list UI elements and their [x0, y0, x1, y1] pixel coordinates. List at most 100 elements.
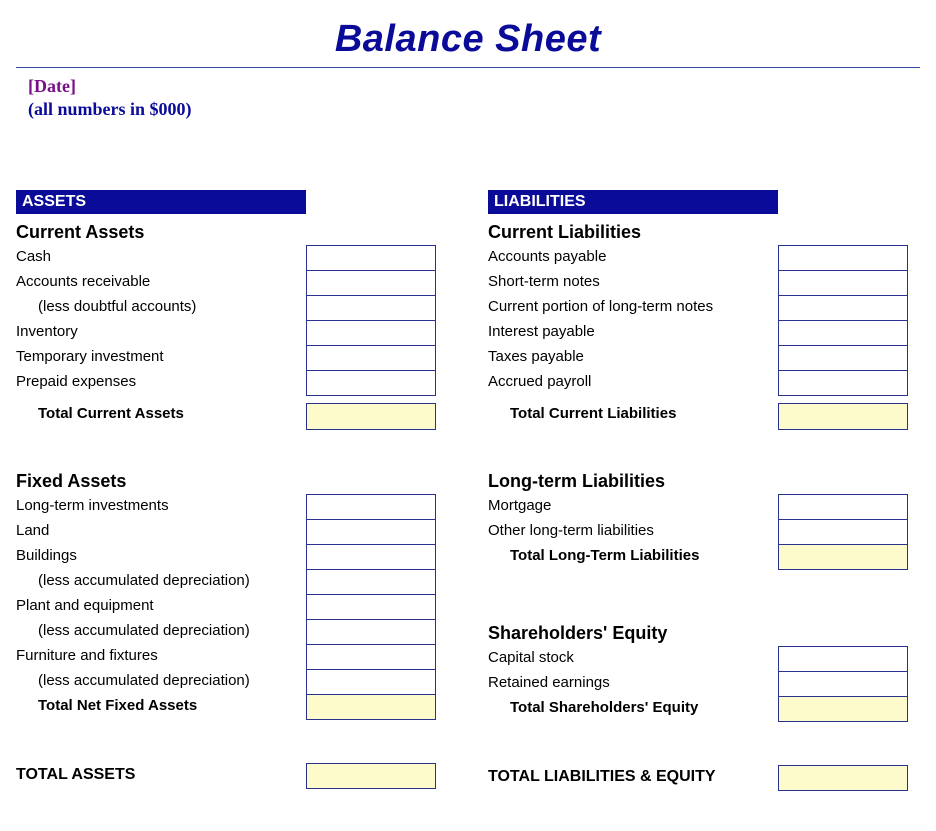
row-total-shareholders-equity: Total Shareholders' Equity: [488, 696, 928, 721]
label-furniture-dep: (less accumulated depreciation): [16, 669, 306, 694]
cell-accounts-receivable[interactable]: [306, 270, 436, 296]
label-total-liabilities-equity: TOTAL LIABILITIES & EQUITY: [488, 765, 778, 791]
cell-total-shareholders-equity: [778, 696, 908, 722]
row-retained-earnings: Retained earnings: [488, 671, 928, 696]
row-inventory: Inventory: [16, 320, 456, 345]
cell-accrued-payroll[interactable]: [778, 370, 908, 396]
cell-furniture-dep[interactable]: [306, 669, 436, 695]
label-short-term-notes: Short-term notes: [488, 270, 778, 295]
row-land: Land: [16, 519, 456, 544]
label-total-current-liabilities: Total Current Liabilities: [488, 395, 778, 429]
cell-interest-payable[interactable]: [778, 320, 908, 346]
row-temp-investment: Temporary investment: [16, 345, 456, 370]
cell-mortgage[interactable]: [778, 494, 908, 520]
cell-total-current-assets: [306, 403, 436, 430]
row-furniture-dep: (less accumulated depreciation): [16, 669, 456, 694]
row-total-longterm-liabilities: Total Long-Term Liabilities: [488, 544, 928, 569]
row-buildings: Buildings: [16, 544, 456, 569]
cell-temp-investment[interactable]: [306, 345, 436, 371]
label-accounts-receivable: Accounts receivable: [16, 270, 306, 295]
row-plant: Plant and equipment: [16, 594, 456, 619]
cell-buildings[interactable]: [306, 544, 436, 570]
cell-total-fixed-assets: [306, 694, 436, 720]
row-total-fixed-assets: Total Net Fixed Assets: [16, 694, 456, 719]
cell-land[interactable]: [306, 519, 436, 545]
fixed-assets-heading: Fixed Assets: [16, 471, 456, 492]
cell-current-portion-lt[interactable]: [778, 295, 908, 321]
label-furniture: Furniture and fixtures: [16, 644, 306, 669]
cell-short-term-notes[interactable]: [778, 270, 908, 296]
row-furniture: Furniture and fixtures: [16, 644, 456, 669]
label-total-fixed-assets: Total Net Fixed Assets: [16, 694, 306, 719]
label-accrued-payroll: Accrued payroll: [488, 370, 778, 395]
cell-prepaid[interactable]: [306, 370, 436, 396]
label-lt-investments: Long-term investments: [16, 494, 306, 519]
cell-inventory[interactable]: [306, 320, 436, 346]
cell-buildings-dep[interactable]: [306, 569, 436, 595]
row-buildings-dep: (less accumulated depreciation): [16, 569, 456, 594]
cell-total-liabilities-equity: [778, 765, 908, 791]
label-interest-payable: Interest payable: [488, 320, 778, 345]
row-interest-payable: Interest payable: [488, 320, 928, 345]
label-cash: Cash: [16, 245, 306, 270]
liabilities-header: LIABILITIES: [488, 190, 778, 214]
cell-capital-stock[interactable]: [778, 646, 908, 672]
cell-less-doubtful[interactable]: [306, 295, 436, 321]
cell-plant-dep[interactable]: [306, 619, 436, 645]
label-accounts-payable: Accounts payable: [488, 245, 778, 270]
cell-cash[interactable]: [306, 245, 436, 271]
label-temp-investment: Temporary investment: [16, 345, 306, 370]
row-short-term-notes: Short-term notes: [488, 270, 928, 295]
assets-header: ASSETS: [16, 190, 306, 214]
row-mortgage: Mortgage: [488, 494, 928, 519]
label-plant: Plant and equipment: [16, 594, 306, 619]
current-liabilities-heading: Current Liabilities: [488, 222, 928, 243]
cell-furniture[interactable]: [306, 644, 436, 670]
label-total-assets: TOTAL ASSETS: [16, 763, 306, 789]
row-total-current-assets: Total Current Assets: [16, 395, 456, 429]
row-less-doubtful: (less doubtful accounts): [16, 295, 456, 320]
label-capital-stock: Capital stock: [488, 646, 778, 671]
cell-total-longterm-liabilities: [778, 544, 908, 570]
liabilities-column: LIABILITIES Current Liabilities Accounts…: [488, 190, 928, 791]
cell-accounts-payable[interactable]: [778, 245, 908, 271]
longterm-liabilities-heading: Long-term Liabilities: [488, 471, 928, 492]
cell-total-assets: [306, 763, 436, 789]
page-title: Balance Sheet: [16, 18, 920, 61]
label-retained-earnings: Retained earnings: [488, 671, 778, 696]
label-mortgage: Mortgage: [488, 494, 778, 519]
label-total-longterm-liabilities: Total Long-Term Liabilities: [488, 544, 778, 569]
row-taxes-payable: Taxes payable: [488, 345, 928, 370]
label-total-shareholders-equity: Total Shareholders' Equity: [488, 696, 778, 721]
row-other-lt: Other long-term liabilities: [488, 519, 928, 544]
row-plant-dep: (less accumulated depreciation): [16, 619, 456, 644]
row-total-assets: TOTAL ASSETS: [16, 763, 456, 789]
cell-retained-earnings[interactable]: [778, 671, 908, 697]
label-current-portion-lt: Current portion of long-term notes: [488, 295, 778, 320]
label-taxes-payable: Taxes payable: [488, 345, 778, 370]
assets-column: ASSETS Current Assets Cash Accounts rece…: [16, 190, 456, 789]
balance-columns: ASSETS Current Assets Cash Accounts rece…: [16, 190, 920, 791]
label-buildings: Buildings: [16, 544, 306, 569]
current-assets-heading: Current Assets: [16, 222, 456, 243]
cell-plant[interactable]: [306, 594, 436, 620]
label-buildings-dep: (less accumulated depreciation): [16, 569, 306, 594]
label-prepaid: Prepaid expenses: [16, 370, 306, 395]
title-rule: [16, 67, 920, 68]
row-accrued-payroll: Accrued payroll: [488, 370, 928, 395]
label-plant-dep: (less accumulated depreciation): [16, 619, 306, 644]
cell-total-current-liabilities: [778, 403, 908, 430]
row-accounts-receivable: Accounts receivable: [16, 270, 456, 295]
label-less-doubtful: (less doubtful accounts): [16, 295, 306, 320]
date-placeholder: [Date]: [16, 76, 920, 97]
label-land: Land: [16, 519, 306, 544]
label-total-current-assets: Total Current Assets: [16, 395, 306, 429]
row-total-current-liabilities: Total Current Liabilities: [488, 395, 928, 429]
row-prepaid: Prepaid expenses: [16, 370, 456, 395]
cell-lt-investments[interactable]: [306, 494, 436, 520]
label-other-lt: Other long-term liabilities: [488, 519, 778, 544]
cell-other-lt[interactable]: [778, 519, 908, 545]
row-capital-stock: Capital stock: [488, 646, 928, 671]
cell-taxes-payable[interactable]: [778, 345, 908, 371]
shareholders-equity-heading: Shareholders' Equity: [488, 623, 928, 644]
